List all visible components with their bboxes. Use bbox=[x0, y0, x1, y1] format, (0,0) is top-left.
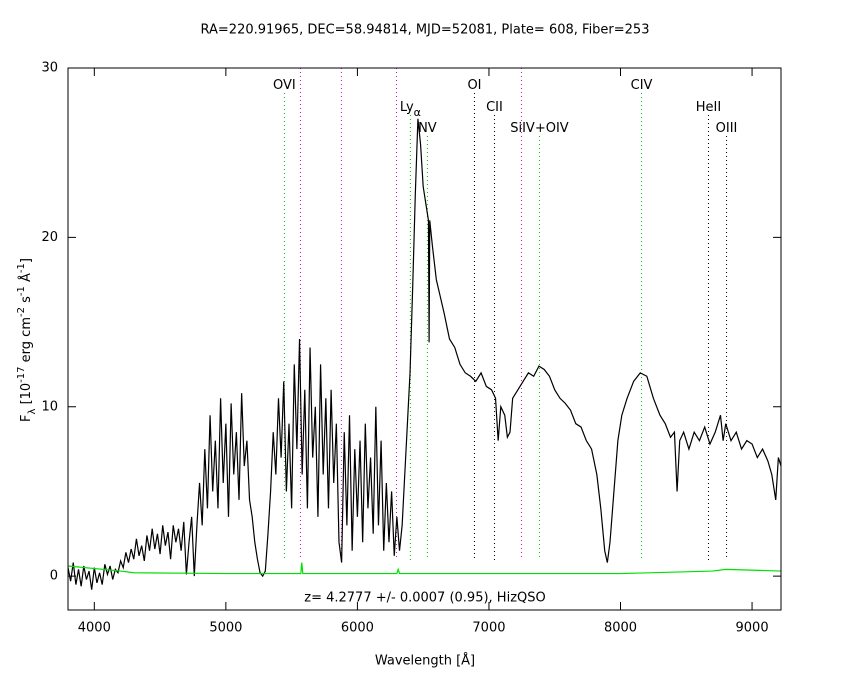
x-tick-label: 5000 bbox=[209, 621, 242, 636]
y-axis-label: Fλ [10-17 erg cm-2 s-1 Å-1] bbox=[16, 258, 38, 422]
y-axis-label-part: F bbox=[19, 414, 34, 421]
y-axis-label-part: erg cm bbox=[19, 317, 34, 366]
y-tick-label: 20 bbox=[41, 230, 58, 245]
y-axis-label-part: -17 bbox=[16, 366, 27, 382]
line-label-text: SiIV+OIV bbox=[510, 121, 569, 136]
y-axis-label-part: [10 bbox=[19, 383, 34, 409]
spectrum-line bbox=[68, 118, 781, 590]
x-tick-label: 7000 bbox=[472, 621, 505, 636]
line-label: SiIV+OIV bbox=[510, 121, 569, 136]
line-label-text: OVI bbox=[273, 78, 296, 93]
y-tick-label: 10 bbox=[41, 399, 58, 414]
y-tick-label: 30 bbox=[41, 61, 58, 76]
line-label-text: OI bbox=[467, 78, 481, 93]
y-axis-label-part: -2 bbox=[16, 307, 27, 317]
x-axis-label: Wavelength [Å] bbox=[375, 653, 475, 669]
y-axis-label-part: Å bbox=[18, 273, 34, 286]
y-axis-label-part: -1 bbox=[16, 263, 27, 273]
line-label: CIV bbox=[631, 78, 653, 93]
x-tick-label: 8000 bbox=[604, 621, 637, 636]
x-tick-label: 4000 bbox=[78, 621, 111, 636]
line-label: NV bbox=[418, 121, 437, 136]
line-label: Lyα bbox=[400, 100, 421, 120]
line-label-text: CIV bbox=[631, 78, 653, 93]
annotation: z= 4.2777 +/- 0.0007 (0.95), HizQSO bbox=[304, 591, 545, 606]
x-tick-label: 9000 bbox=[736, 621, 769, 636]
line-label-text: HeII bbox=[696, 100, 721, 115]
line-label: HeII bbox=[696, 100, 721, 115]
y-tick-label: 0 bbox=[50, 569, 58, 584]
y-axis-label-part: ] bbox=[19, 258, 34, 263]
line-label: OI bbox=[467, 78, 481, 93]
y-axis-label-part: -1 bbox=[16, 286, 27, 296]
x-tick-label: 6000 bbox=[341, 621, 374, 636]
line-label-text: Ly bbox=[400, 100, 414, 115]
spectrum-line bbox=[68, 562, 781, 575]
y-axis-label-part: λ bbox=[27, 408, 38, 414]
chart-title: RA=220.91965, DEC=58.94814, MJD=52081, P… bbox=[201, 23, 650, 38]
y-axis-label-part: s bbox=[19, 296, 34, 307]
line-label-text: CII bbox=[486, 100, 503, 115]
line-label: OIII bbox=[716, 121, 738, 136]
line-label-text: OIII bbox=[716, 121, 738, 136]
line-label-sub: α bbox=[414, 106, 421, 119]
line-label: OVI bbox=[273, 78, 296, 93]
line-label: CII bbox=[486, 100, 503, 115]
line-label-text: NV bbox=[418, 121, 437, 136]
plot-frame bbox=[67, 67, 782, 611]
